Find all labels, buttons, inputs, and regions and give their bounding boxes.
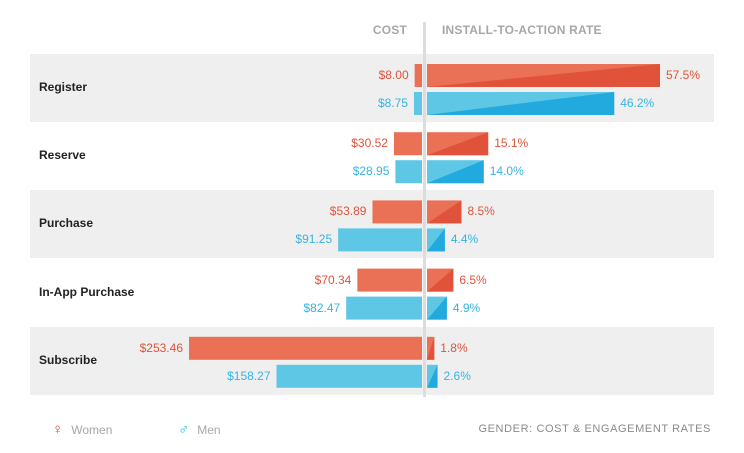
women-cost-label: $8.00 (378, 68, 409, 82)
install-to-action-rate-header: INSTALL-TO-ACTION RATE (442, 23, 602, 37)
women-rate-bar-shade (427, 200, 462, 224)
women-cost-bar (372, 200, 422, 224)
female-symbol-icon: ♀ (52, 421, 64, 438)
category-label: In-App Purchase (39, 284, 135, 299)
women-cost-bar (357, 268, 422, 292)
men-rate-label: 46.2% (620, 96, 655, 110)
men-rate-bar-shade (427, 92, 615, 115)
male-symbol-icon: ♂ (178, 421, 190, 438)
men-rate-bar-shade (427, 160, 484, 184)
women-cost-label: $253.46 (139, 340, 183, 355)
women-cost-label: $30.52 (351, 136, 388, 151)
men-cost-label: $28.95 (352, 164, 390, 179)
men-cost-label: $158.27 (227, 368, 271, 383)
men-rate-bar-shade (427, 364, 438, 388)
women-rate-bar-shade (427, 268, 454, 292)
men-cost-bar (338, 228, 422, 252)
category-label: Subscribe (39, 352, 98, 367)
legend-men: ♂ Men (178, 422, 221, 437)
women-rate-bar-shade (427, 132, 489, 156)
category-label: Register (39, 80, 88, 94)
men-cost-bar (346, 296, 422, 320)
category-label: Reserve (39, 148, 86, 163)
men-rate-bar-shade (427, 228, 445, 252)
category-label: Purchase (39, 216, 94, 231)
women-cost-label: $70.34 (314, 272, 352, 287)
men-rate-bar-shade (427, 296, 447, 320)
women-rate-label: 8.5% (467, 204, 495, 219)
men-rate-label: 14.0% (489, 164, 524, 179)
women-cost-label: $53.89 (329, 204, 367, 219)
men-cost-bar (395, 160, 422, 184)
men-cost-label: $8.75 (377, 96, 408, 110)
chart-title: GENDER: COST & ENGAGEMENT RATES (478, 423, 711, 435)
men-cost-bar (276, 364, 422, 388)
men-cost-bar (413, 92, 422, 115)
women-rate-label: 6.5% (459, 272, 487, 287)
legend-women-label: Women (71, 422, 113, 437)
men-cost-label: $82.47 (303, 300, 341, 315)
men-rate-label: 4.9% (452, 300, 481, 315)
women-rate-bar-shade (427, 336, 435, 360)
cost-header: COST (372, 23, 407, 37)
women-cost-bar (414, 64, 422, 87)
center-divider (423, 22, 426, 397)
men-cost-label: $91.25 (295, 232, 333, 247)
women-rate-label: 57.5% (666, 68, 701, 82)
men-rate-label: 4.4% (450, 232, 479, 247)
legend-women: ♀ Women (52, 422, 112, 437)
women-rate-label: 1.8% (440, 340, 468, 355)
women-rate-label: 15.1% (494, 136, 529, 151)
women-cost-bar (189, 336, 422, 360)
women-cost-bar (393, 132, 422, 156)
women-rate-bar-shade (427, 64, 660, 87)
men-rate-label: 2.6% (443, 368, 471, 383)
legend-men-label: Men (197, 422, 221, 437)
